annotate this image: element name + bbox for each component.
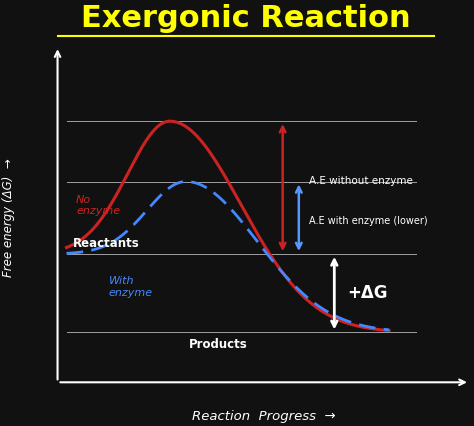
Text: With
enzyme: With enzyme — [109, 276, 153, 298]
Text: Free energy (ΔG)  →: Free energy (ΔG) → — [2, 158, 15, 277]
Text: Reactants: Reactants — [73, 237, 140, 250]
Text: +ΔG: +ΔG — [347, 284, 388, 302]
Text: No
enzyme: No enzyme — [76, 195, 120, 216]
Text: Products: Products — [189, 337, 247, 351]
Text: A.E with enzyme (lower): A.E with enzyme (lower) — [309, 216, 427, 226]
Text: A.E without enzyme: A.E without enzyme — [309, 176, 412, 186]
Text: Exergonic Reaction: Exergonic Reaction — [81, 3, 410, 32]
Text: Reaction  Progress  →: Reaction Progress → — [192, 410, 336, 423]
